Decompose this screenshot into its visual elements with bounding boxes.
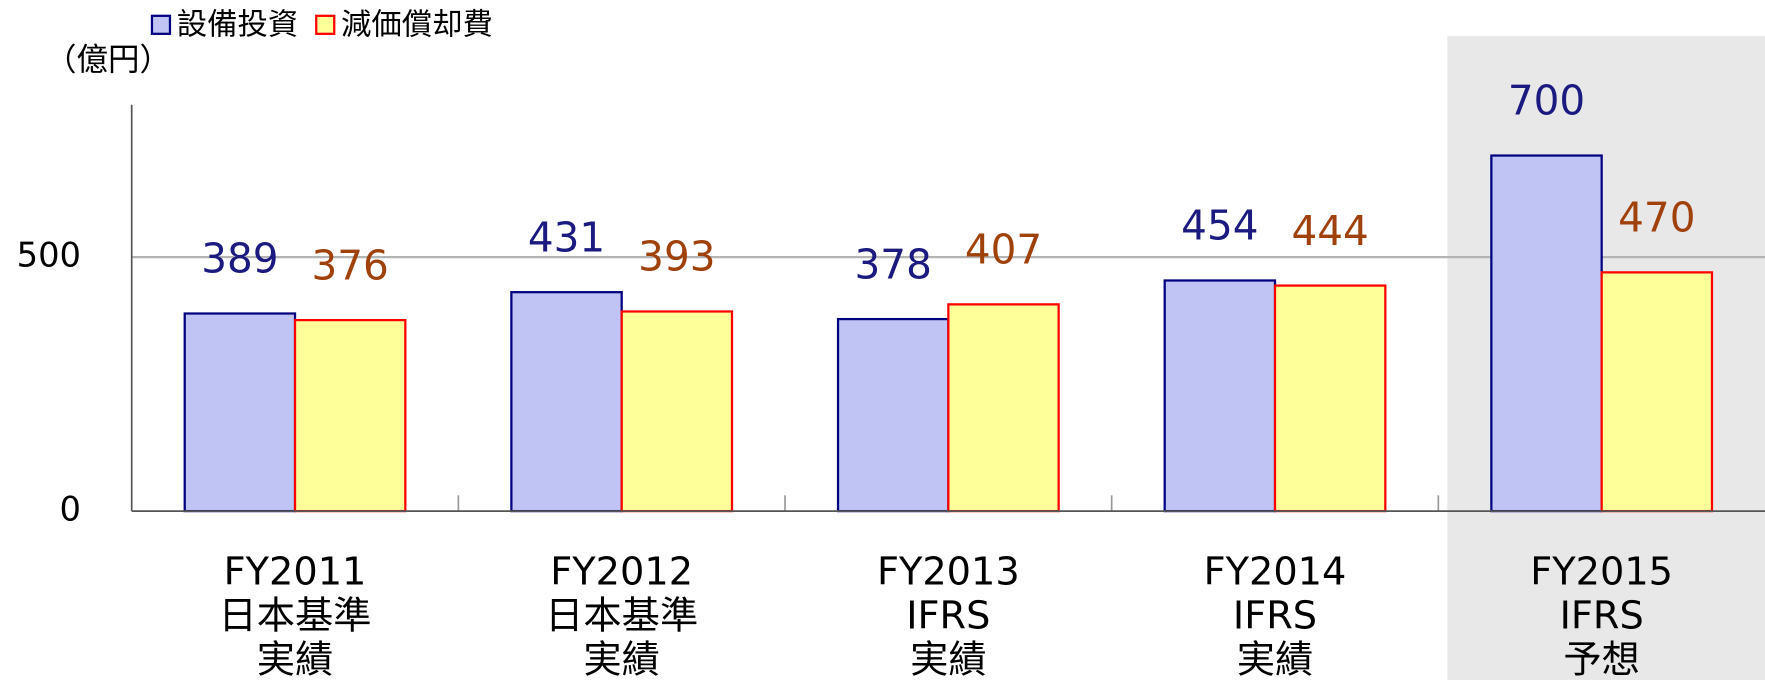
- data-label: 431: [528, 213, 605, 261]
- bar: [1490, 154, 1603, 513]
- legend-swatch: [315, 14, 336, 35]
- bar: [1600, 271, 1714, 513]
- data-label: 393: [638, 233, 715, 281]
- data-label: 389: [201, 235, 278, 283]
- x-tick-label: 日本基準: [545, 594, 698, 639]
- x-tick-label: 予想: [1563, 637, 1640, 680]
- bar: [836, 317, 950, 513]
- x-tick-label: FY2015: [1530, 550, 1673, 595]
- x-tick-label: FY2012: [550, 550, 693, 595]
- bar: [947, 303, 1060, 513]
- data-label: 700: [1508, 77, 1585, 125]
- unit-label: （億円）: [45, 42, 171, 78]
- legend-label: 設備投資: [177, 7, 299, 42]
- x-tick-label: 実績: [910, 637, 987, 680]
- data-label: 444: [1291, 207, 1368, 255]
- x-tick-label: FY2013: [877, 550, 1020, 595]
- data-label: 407: [965, 226, 1042, 274]
- data-label: 378: [855, 240, 932, 288]
- bar: [183, 312, 297, 513]
- x-tick-label: FY2014: [1204, 550, 1347, 595]
- x-tick-label: IFRS: [906, 594, 990, 639]
- bar: [1163, 279, 1277, 513]
- y-tick-label: 0: [60, 490, 81, 529]
- legend-swatch: [150, 14, 172, 35]
- data-label: 454: [1181, 202, 1258, 250]
- x-tick-label: 日本基準: [218, 594, 371, 639]
- data-label: 470: [1618, 194, 1695, 242]
- bar: [1273, 284, 1387, 513]
- y-tick-label: 500: [17, 236, 81, 275]
- x-tick-label: 実績: [583, 637, 660, 680]
- x-tick-label: 実績: [257, 637, 334, 680]
- bar: [510, 291, 623, 513]
- x-tick-label: IFRS: [1560, 594, 1644, 639]
- x-tick-label: 実績: [1237, 637, 1314, 680]
- legend-label: 減価償却費: [341, 7, 493, 42]
- data-label: 376: [312, 241, 389, 289]
- bar: [620, 310, 734, 513]
- x-tick-label: IFRS: [1233, 594, 1317, 639]
- x-tick-label: FY2011: [224, 550, 367, 595]
- bar: [293, 318, 407, 513]
